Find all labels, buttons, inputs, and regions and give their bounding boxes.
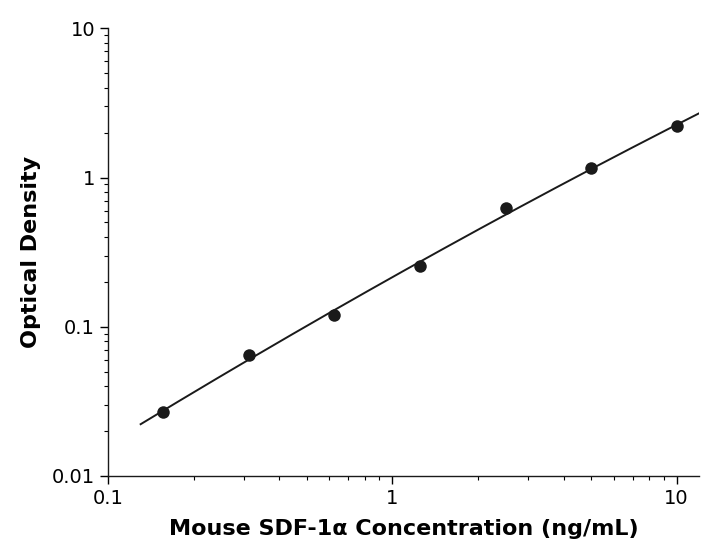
Y-axis label: Optical Density: Optical Density [21,156,41,348]
X-axis label: Mouse SDF-1α Concentration (ng/mL): Mouse SDF-1α Concentration (ng/mL) [169,519,639,539]
